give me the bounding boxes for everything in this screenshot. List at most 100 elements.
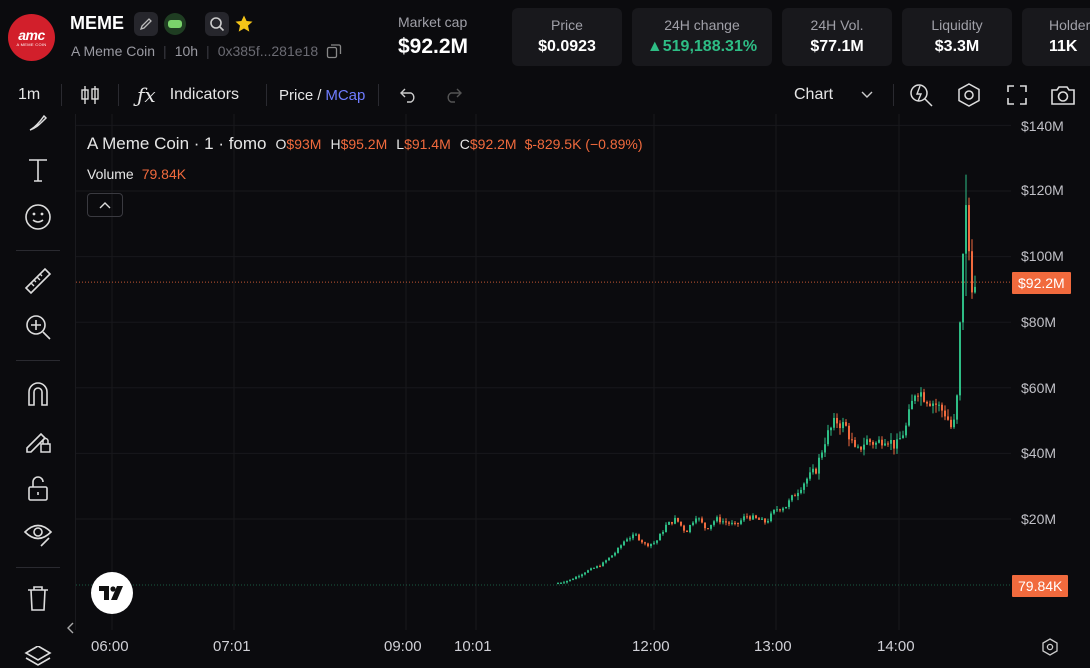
fullscreen-icon[interactable]	[1006, 76, 1028, 114]
volume-label: Volume	[87, 166, 134, 182]
time-tick: 06:00	[91, 638, 129, 655]
tradingview-logo[interactable]	[91, 572, 133, 614]
candle-body	[701, 518, 703, 523]
axis-settings-icon[interactable]	[1041, 638, 1059, 661]
time-tick: 13:00	[754, 638, 792, 655]
collapse-legend-button[interactable]	[87, 193, 123, 217]
candle-body	[830, 427, 832, 431]
settings-icon[interactable]	[956, 76, 982, 114]
candle-body	[962, 253, 964, 323]
candle-body	[896, 439, 898, 449]
price-option[interactable]: Price	[279, 86, 314, 104]
stat-holders: Holders 11K	[1022, 8, 1090, 66]
divider: |	[163, 43, 167, 59]
chevron-up-icon	[99, 202, 111, 209]
candle-body	[722, 521, 724, 523]
brush-icon[interactable]	[22, 110, 54, 134]
candle-body	[950, 419, 952, 428]
search-icon[interactable]	[205, 12, 229, 36]
magic-zoom-icon[interactable]	[908, 76, 934, 114]
candle-body	[560, 582, 562, 584]
candle-body	[899, 438, 901, 440]
legend-open-key: O	[275, 136, 287, 152]
ruler-icon[interactable]	[22, 265, 54, 297]
time-tick: 07:01	[213, 638, 251, 655]
time-tick: 10:01	[454, 638, 492, 655]
price-mcap-toggle[interactable]: Price / MCap	[279, 76, 365, 114]
candle-body	[932, 403, 934, 406]
trash-icon[interactable]	[22, 582, 54, 614]
candle-body	[572, 579, 574, 581]
candle-body	[578, 576, 580, 578]
candle-body	[749, 516, 751, 520]
function-icon: ƒx	[137, 83, 156, 107]
candle-body	[788, 500, 790, 507]
indicators-button[interactable]: ƒx Indicators	[137, 76, 239, 114]
stat-24h-volume: 24H Vol. $77.1M	[782, 8, 892, 66]
redo-icon[interactable]	[444, 76, 464, 114]
candle-body	[695, 518, 697, 523]
emoji-icon[interactable]	[22, 201, 54, 233]
candle-body	[908, 409, 910, 426]
toggle-separator: /	[317, 86, 322, 104]
candle-body	[653, 542, 655, 544]
edit-icon[interactable]	[134, 12, 158, 36]
camera-icon[interactable]	[1049, 76, 1077, 114]
candle-body	[935, 403, 937, 405]
candle-body	[794, 495, 796, 497]
candle-body	[725, 521, 727, 523]
candle-body	[944, 410, 946, 417]
candle-body	[710, 524, 712, 529]
candle-body	[974, 286, 976, 293]
legend-high-key: H	[330, 136, 341, 152]
interval-button[interactable]: 1m	[18, 86, 41, 103]
price-axis[interactable]: $140M $120M $100M $80M $60M $40M $20M	[1010, 114, 1090, 630]
collapse-toolbar-icon[interactable]	[60, 612, 80, 644]
candle-body	[938, 404, 940, 406]
price-tick: $80M	[1021, 314, 1057, 330]
copy-icon[interactable]	[326, 43, 342, 59]
candle-body	[824, 444, 826, 453]
time-tick: 14:00	[877, 638, 915, 655]
candle-body	[656, 540, 658, 543]
time-tick: 09:00	[384, 638, 422, 655]
candle-body	[914, 395, 916, 401]
candlestick-chart[interactable]	[76, 114, 1011, 630]
candle-body	[971, 251, 973, 293]
zoom-in-icon[interactable]	[22, 311, 54, 343]
candle-body	[593, 567, 595, 569]
token-name: A Meme Coin	[71, 43, 156, 59]
candle-body	[617, 547, 619, 553]
layers-icon[interactable]	[22, 646, 54, 668]
candle-body	[836, 417, 838, 424]
candle-body	[956, 395, 958, 420]
candle-body	[929, 403, 931, 406]
unlock-icon[interactable]	[22, 472, 54, 504]
text-tool-icon[interactable]	[22, 154, 54, 186]
divider	[16, 360, 60, 361]
candle-body	[707, 528, 709, 530]
candle-body	[680, 521, 682, 526]
candle-body	[587, 570, 589, 573]
candle-body	[563, 582, 565, 584]
candle-body	[773, 509, 775, 514]
time-axis[interactable]: 06:00 07:01 09:00 10:01 12:00 13:00 14:0…	[75, 630, 1090, 668]
market-cap-label: Market cap	[398, 14, 468, 30]
lock-drawing-icon[interactable]	[22, 424, 54, 456]
candle-body	[632, 534, 634, 539]
eye-icon[interactable]	[22, 518, 54, 550]
star-icon[interactable]	[232, 12, 256, 36]
candlestick-icon[interactable]	[80, 76, 100, 114]
candle-body	[845, 422, 847, 426]
price-tick: $140M	[1021, 118, 1064, 134]
stat-value: $0.0923	[538, 38, 596, 55]
chart-type-dropdown[interactable]: Chart	[794, 76, 873, 114]
candle-body	[767, 521, 769, 523]
candle-body	[890, 439, 892, 444]
candle-body	[791, 495, 793, 501]
chart-area[interactable]	[75, 114, 1011, 630]
undo-icon[interactable]	[398, 76, 418, 114]
mcap-option[interactable]: MCap	[325, 86, 366, 104]
divider	[893, 84, 894, 106]
magnet-icon[interactable]	[22, 377, 54, 409]
